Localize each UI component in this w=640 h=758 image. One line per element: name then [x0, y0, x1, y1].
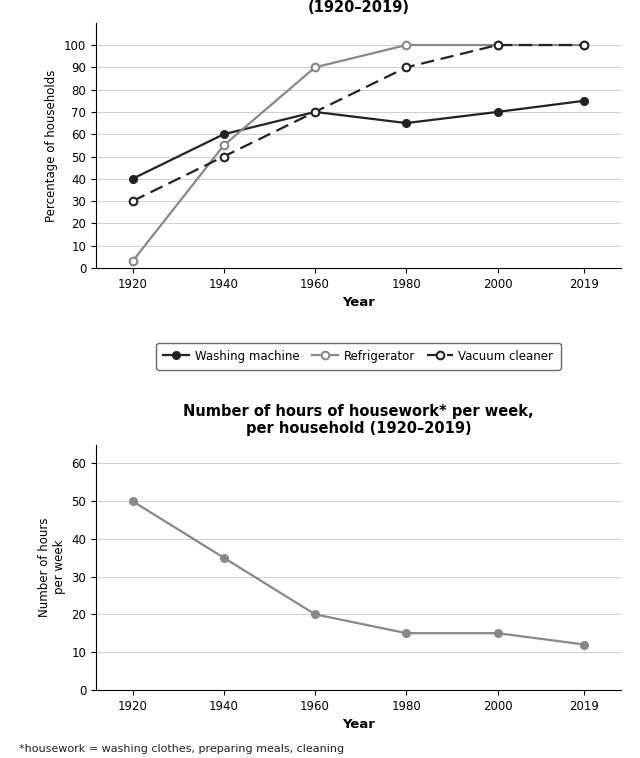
Hours per week — [311, 609, 319, 619]
X-axis label: Year: Year — [342, 718, 375, 731]
Hours per week — [129, 496, 136, 506]
Washing machine — [403, 118, 410, 127]
Line: Vacuum cleaner: Vacuum cleaner — [129, 41, 588, 205]
Refrigerator — [493, 40, 501, 49]
Refrigerator — [220, 141, 228, 150]
Line: Refrigerator: Refrigerator — [129, 41, 588, 265]
Text: *housework = washing clothes, preparing meals, cleaning: *housework = washing clothes, preparing … — [19, 744, 344, 754]
Washing machine — [580, 96, 588, 105]
Hours per week — [493, 628, 501, 637]
X-axis label: Year: Year — [342, 296, 375, 309]
Hours per week — [580, 640, 588, 649]
Line: Hours per week: Hours per week — [129, 497, 588, 648]
Hours per week — [403, 628, 410, 637]
Y-axis label: Percentage of households: Percentage of households — [45, 69, 58, 221]
Vacuum cleaner — [493, 40, 501, 49]
Line: Washing machine: Washing machine — [129, 97, 588, 183]
Refrigerator — [403, 40, 410, 49]
Washing machine — [129, 174, 136, 183]
Washing machine — [311, 108, 319, 117]
Vacuum cleaner — [220, 152, 228, 161]
Refrigerator — [580, 40, 588, 49]
Y-axis label: Number of hours
per week: Number of hours per week — [38, 518, 66, 617]
Legend: Washing machine, Refrigerator, Vacuum cleaner: Washing machine, Refrigerator, Vacuum cl… — [156, 343, 561, 370]
Refrigerator — [311, 63, 319, 72]
Vacuum cleaner — [311, 108, 319, 117]
Hours per week — [220, 553, 228, 562]
Title: Percentage of households with electrical appliances
(1920–2019): Percentage of households with electrical… — [142, 0, 575, 14]
Title: Number of hours of housework* per week,
per household (1920–2019): Number of hours of housework* per week, … — [183, 404, 534, 437]
Vacuum cleaner — [403, 63, 410, 72]
Washing machine — [220, 130, 228, 139]
Vacuum cleaner — [580, 40, 588, 49]
Vacuum cleaner — [129, 196, 136, 205]
Refrigerator — [129, 257, 136, 266]
Washing machine — [493, 108, 501, 117]
